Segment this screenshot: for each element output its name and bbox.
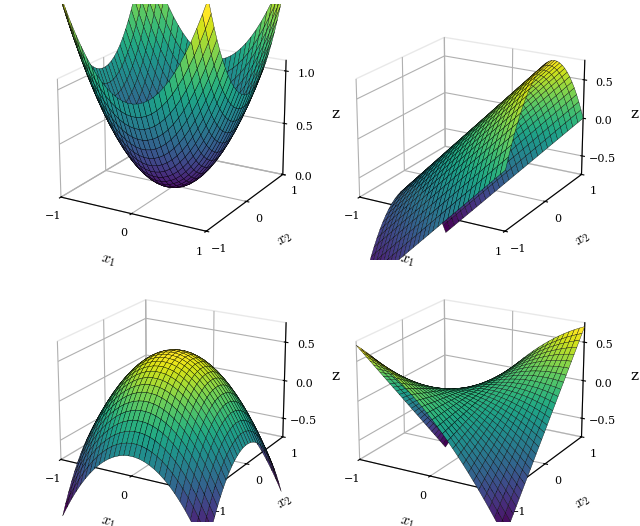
Y-axis label: $x_2$: $x_2$ — [573, 492, 594, 513]
X-axis label: $x_1$: $x_1$ — [398, 252, 416, 269]
Y-axis label: $x_2$: $x_2$ — [275, 492, 295, 513]
X-axis label: $x_1$: $x_1$ — [99, 514, 117, 526]
Y-axis label: $x_2$: $x_2$ — [275, 230, 295, 250]
X-axis label: $x_1$: $x_1$ — [398, 514, 416, 526]
Y-axis label: $x_2$: $x_2$ — [573, 230, 594, 250]
X-axis label: $x_1$: $x_1$ — [99, 252, 117, 269]
